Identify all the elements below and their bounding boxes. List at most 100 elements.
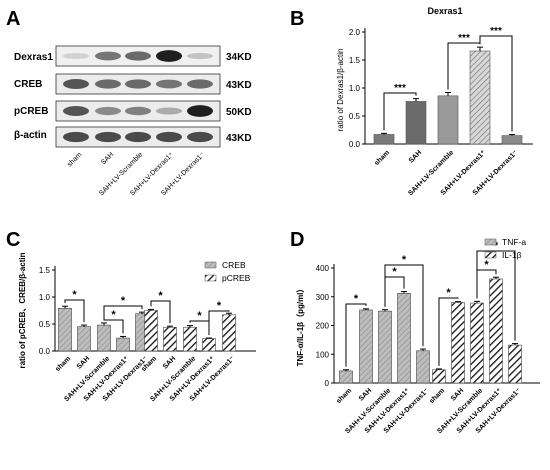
blot-band: [187, 79, 213, 89]
significance-label: *: [494, 240, 499, 252]
bar: [77, 326, 91, 352]
chart-d-cytokines: 0 100 200 300 400 TNF-α/IL-1β（pg/ml） sham SAH SA…: [295, 237, 540, 435]
y-tick-label: 200: [316, 322, 330, 331]
significance-label: *: [217, 300, 222, 312]
x-tick-label: SAH: [450, 387, 465, 402]
blot-band: [156, 50, 182, 62]
x-tick-label: sham: [428, 387, 446, 405]
bar: [202, 338, 216, 352]
bar: [97, 324, 111, 352]
significance-label: *: [121, 295, 126, 307]
y-tick-label: 0.0: [349, 140, 361, 149]
y-tick-label: 0.0: [39, 347, 51, 356]
blot-lane-label: sham: [66, 151, 83, 168]
y-tick-label: 300: [316, 293, 330, 302]
bar: [405, 101, 427, 145]
blot-band: [187, 105, 213, 117]
blot-band: [156, 107, 182, 115]
blot-band: [63, 79, 89, 89]
bar: [222, 314, 236, 352]
x-tick-label: SAH: [162, 355, 177, 370]
significance-bracket: [383, 92, 417, 131]
significance-bracket: [103, 305, 143, 320]
x-tick-label: sham: [335, 387, 353, 405]
y-tick-label: 100: [316, 350, 330, 359]
significance-label: ***: [394, 83, 406, 94]
x-tick-label: sham: [373, 149, 391, 167]
y-tick-label: 1.5: [349, 56, 361, 65]
legend-swatch: [204, 261, 217, 269]
significance-bracket: [208, 310, 230, 336]
bar: [58, 308, 72, 352]
significance-bracket: [438, 297, 459, 366]
blot-lane-label: SAH: [100, 151, 115, 166]
blot-band: [63, 131, 89, 143]
significance-label: *: [402, 254, 407, 266]
blot-band: [125, 79, 151, 89]
bar: [183, 326, 197, 352]
legend-label: pCREB: [222, 273, 251, 283]
y-tick-label: 0.5: [39, 320, 51, 329]
blot-band: [156, 131, 182, 143]
significance-bracket: [476, 250, 516, 341]
legend-label: CREB: [222, 260, 246, 270]
western-blot-panel: Dexras1 CREB pCREB β-actin 34KD 43KD 50K…: [14, 45, 252, 197]
legend-swatch: [484, 238, 497, 246]
bar: [359, 309, 373, 384]
y-tick-label: 1.0: [39, 293, 51, 302]
y-tick-label: 0.5: [349, 112, 361, 121]
y-tick-label: 1.5: [39, 266, 51, 275]
blot-band: [125, 106, 151, 116]
blot-kd-dexras1: 34KD: [226, 52, 252, 63]
bar: [508, 344, 522, 384]
y-axis-label: ratio of pCREB、CREB/β-actin: [18, 252, 27, 368]
significance-label: ***: [458, 33, 470, 44]
bar: [469, 50, 491, 145]
x-tick-label: SAH: [358, 387, 373, 402]
significance-label: *: [158, 290, 163, 302]
significance-label: *: [72, 289, 77, 301]
panel-letter-c: C: [6, 229, 20, 251]
blot-band: [125, 51, 151, 61]
significance-label: *: [446, 287, 451, 299]
blot-kd-beta-actin: 43KD: [226, 133, 252, 144]
significance-label: *: [111, 309, 116, 321]
bar: [501, 135, 523, 145]
legend-swatch: [204, 274, 217, 282]
x-tick-label: sham: [54, 355, 72, 373]
blot-band: [125, 131, 151, 143]
bar: [163, 326, 177, 352]
blot-kd-creb: 43KD: [226, 80, 252, 91]
x-tick-label: SAH: [76, 355, 91, 370]
panel-letter-b: B: [290, 8, 304, 30]
chart-title: Dexras1: [427, 6, 462, 16]
significance-label: *: [392, 266, 397, 278]
bar: [432, 369, 446, 384]
y-tick-label: 0: [325, 379, 330, 388]
blot-row-label-beta-actin: β-actin: [14, 130, 47, 141]
panel-letter-a: A: [6, 8, 20, 30]
x-tick-label: SAH: [408, 149, 423, 164]
bar: [489, 278, 503, 384]
blot-band: [156, 79, 182, 89]
chart-b-dexras1: 0.0 0.5 1.0 1.5 2.0 Dexras1 ratio of Dexras1/β…: [336, 6, 533, 197]
panel-letter-d: D: [290, 229, 304, 251]
blot-band: [187, 131, 213, 143]
blot-band: [95, 106, 121, 116]
legend-label: TNF-a: [502, 237, 526, 247]
bar: [451, 302, 465, 384]
significance-label: *: [484, 259, 489, 271]
significance-bracket: [103, 319, 124, 334]
y-tick-label: 400: [316, 264, 330, 273]
blot-row-label-creb: CREB: [14, 79, 42, 90]
bar: [339, 370, 353, 384]
chart-c-creb-pcreb: 0.0 0.5 1.0 1.5 ratio of pCREB、CREB/β-actin s…: [18, 252, 256, 403]
bar: [470, 302, 484, 384]
blot-band: [95, 79, 121, 89]
blot-band: [63, 106, 89, 116]
y-tick-label: 1.0: [349, 84, 361, 93]
bar: [397, 292, 411, 384]
blot-row-label-pcreb: pCREB: [14, 106, 48, 117]
y-axis-label: ratio of Dexras1/β-actin: [336, 49, 345, 132]
